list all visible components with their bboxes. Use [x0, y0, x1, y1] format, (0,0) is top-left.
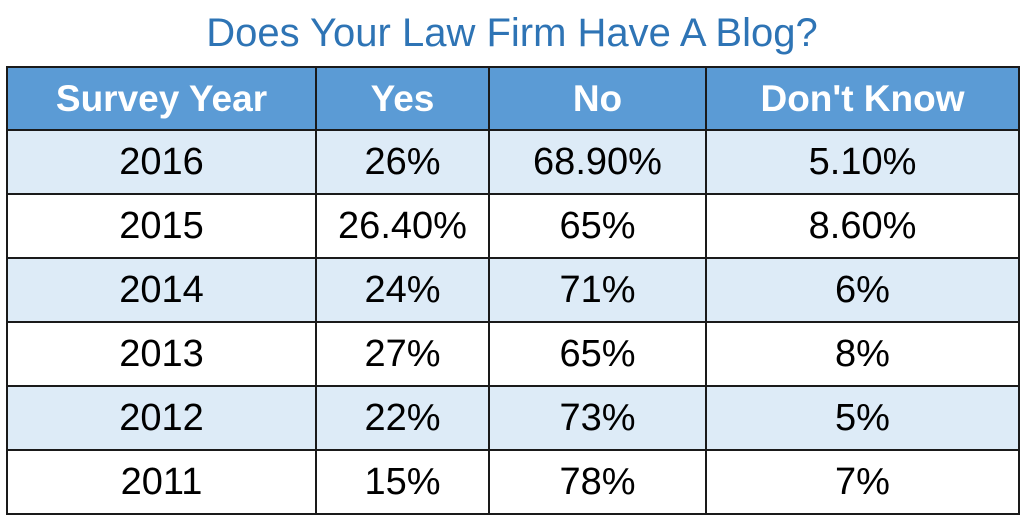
cell-dont-know: 7% [705, 449, 1020, 515]
survey-table: Survey Year Yes No Don't Know 2016 26% 68.… [6, 66, 1020, 515]
table-body: 2016 26% 68.90% 5.10% 2015 26.40% 65% 8.60% 2014… [6, 129, 1020, 515]
cell-survey-year: 2015 [6, 193, 317, 259]
header-survey-year: Survey Year [6, 66, 317, 131]
table-row: 2013 27% 65% 8% [6, 321, 1020, 387]
cell-no: 65% [488, 321, 707, 387]
cell-survey-year: 2014 [6, 257, 317, 323]
cell-dont-know: 8% [705, 321, 1020, 387]
cell-yes: 22% [315, 385, 490, 451]
cell-no: 73% [488, 385, 707, 451]
table-row: 2015 26.40% 65% 8.60% [6, 193, 1020, 259]
cell-survey-year: 2012 [6, 385, 317, 451]
cell-dont-know: 6% [705, 257, 1020, 323]
cell-yes: 15% [315, 449, 490, 515]
table-row: 2014 24% 71% 6% [6, 257, 1020, 323]
table-header-row: Survey Year Yes No Don't Know [6, 66, 1020, 131]
cell-survey-year: 2011 [6, 449, 317, 515]
header-dont-know: Don't Know [705, 66, 1020, 131]
cell-dont-know: 5% [705, 385, 1020, 451]
cell-dont-know: 5.10% [705, 129, 1020, 195]
cell-survey-year: 2013 [6, 321, 317, 387]
header-no: No [488, 66, 707, 131]
cell-yes: 24% [315, 257, 490, 323]
cell-no: 71% [488, 257, 707, 323]
table-row: 2011 15% 78% 7% [6, 449, 1020, 515]
cell-no: 78% [488, 449, 707, 515]
cell-no: 68.90% [488, 129, 707, 195]
cell-survey-year: 2016 [6, 129, 317, 195]
cell-no: 65% [488, 193, 707, 259]
table-row: 2016 26% 68.90% 5.10% [6, 129, 1020, 195]
cell-yes: 27% [315, 321, 490, 387]
chart-title: Does Your Law Firm Have A Blog? [206, 11, 818, 55]
table-row: 2012 22% 73% 5% [6, 385, 1020, 451]
cell-yes: 26.40% [315, 193, 490, 259]
cell-yes: 26% [315, 129, 490, 195]
cell-dont-know: 8.60% [705, 193, 1020, 259]
header-yes: Yes [315, 66, 490, 131]
